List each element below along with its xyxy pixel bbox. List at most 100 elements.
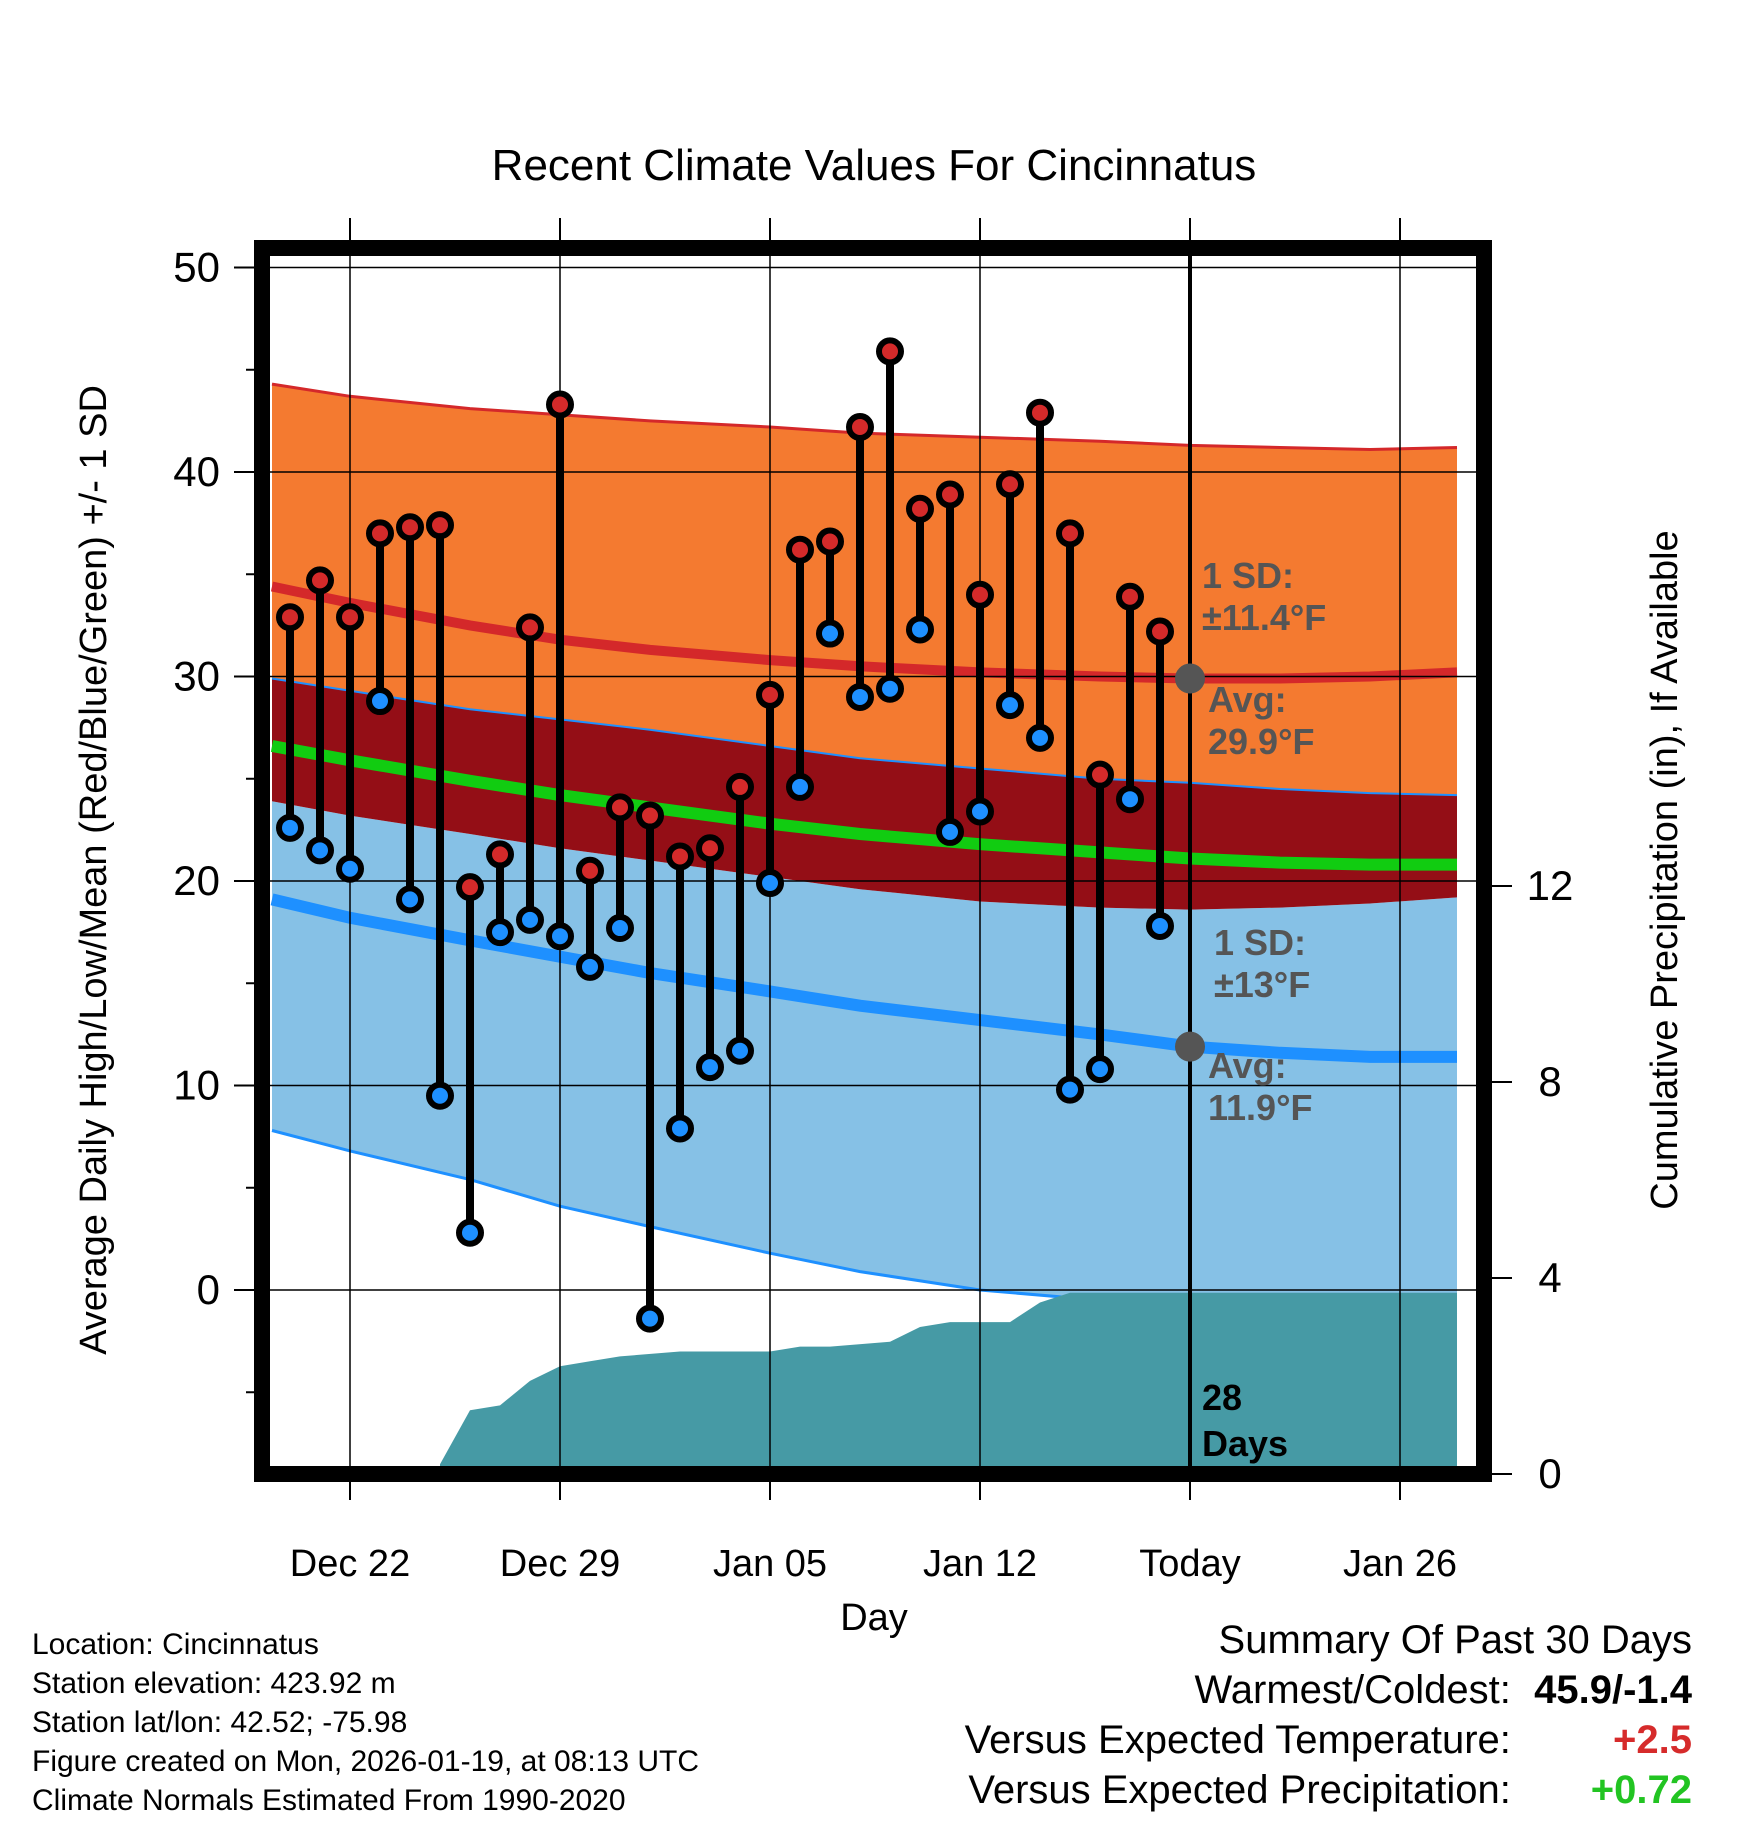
created-text: Figure created on Mon, 2026-01-19, at 08… [32,1745,700,1778]
daily-low-marker [996,691,1024,720]
today-low-avg-marker [1175,1031,1205,1062]
daily-low-marker [966,797,994,826]
daily-low-marker [366,687,394,716]
daily-high-marker [966,580,994,609]
daily-low-marker [396,885,424,914]
daily-low-marker [1056,1075,1084,1104]
daily-high-marker [276,603,304,632]
high-sd-annotation-line: ±11.4°F [1202,597,1326,638]
y-right-tick-label: 8 [1538,1058,1561,1105]
low-avg-annotation-line: 11.9°F [1208,1087,1312,1128]
y-right-tick-label: 0 [1538,1450,1561,1497]
daily-low-marker [876,674,904,703]
daily-high-marker [366,519,394,548]
y-left-tick-label: 40 [173,448,220,495]
chart-title: Recent Climate Values For Cincinnatus [492,141,1257,190]
daily-low-marker [606,914,634,943]
today-high-avg-marker [1175,663,1205,694]
x-tick-label: Today [1139,1543,1240,1585]
warmest-value: 45.9/-1.4 [1534,1668,1692,1712]
latlon-text: Station lat/lon: 42.52; -75.98 [32,1706,408,1739]
daily-high-marker [336,603,364,632]
daily-high-marker [636,801,664,830]
daily-high-marker [576,856,604,885]
station-info: Location: Cincinnatus Station elevation:… [32,1625,699,1820]
daily-low-marker [516,905,544,934]
low-sd-annotation-line: ±13°F [1214,964,1310,1005]
y-axis-right-label: Cumulative Precipitation (in), If Availa… [1644,530,1686,1209]
daily-high-marker [456,873,484,902]
daily-high-marker [396,513,424,542]
plot-frame [254,240,1492,1482]
temp-row: Versus Expected Temperature: +2.5 [965,1715,1692,1765]
high-avg-annotation: Avg: 29.9°F [1208,679,1314,762]
mean-line [270,740,1457,871]
daily-low-marker [426,1081,454,1110]
precip-row: Versus Expected Precipitation: +0.72 [965,1765,1692,1815]
x-tick-label: Dec 22 [290,1543,410,1585]
daily-low-marker [336,854,364,883]
x-axis-label: Day [840,1597,908,1639]
precip-area [272,1292,1457,1474]
x-tick-label: Dec 29 [500,1543,620,1585]
daily-low-marker [636,1304,664,1333]
daily-high-marker [876,337,904,366]
daily-low-marker [1146,911,1174,940]
x-tick-label: Jan 05 [713,1543,827,1585]
daily-high-marker [546,390,574,419]
low-sd-annotation-line: 1 SD: [1214,922,1306,963]
location-text: Location: Cincinnatus [32,1628,319,1661]
daily-high-marker [1026,398,1054,427]
daily-high-marker [306,566,334,595]
daily-high-marker [666,842,694,871]
low-avg-annotation: Avg: 11.9°F [1208,1045,1312,1128]
daily-high-marker [1086,760,1114,789]
daily-high-marker [1056,519,1084,548]
daily-high-marker [936,480,964,509]
daily-low-marker [756,869,784,898]
daily-high-marker [996,470,1024,499]
daily-high-marker [486,840,514,869]
daily-low-marker [486,918,514,947]
daily-low-marker [666,1114,694,1143]
high-avg-annotation-line: Avg: [1208,679,1287,720]
daily-low-marker [816,619,844,648]
daily-high-marker [1116,582,1144,611]
daily-high-marker [906,494,934,523]
daily-high-marker [1146,617,1174,646]
daily-low-marker [306,836,334,865]
daily-high-marker [516,613,544,642]
normals-text: Climate Normals Estimated From 1990-2020 [32,1784,626,1817]
daily-high-marker [426,511,454,540]
elevation-text: Station elevation: 423.92 m [32,1667,396,1700]
y-right-tick-label: 12 [1527,862,1574,909]
y-right-tick-label: 4 [1538,1254,1561,1301]
daily-high-marker [816,527,844,556]
y-left-tick-label: 50 [173,244,220,291]
days-annotation-line: 28 [1202,1377,1242,1418]
daily-high-marker [786,535,814,564]
y-left-tick-label: 20 [173,857,220,904]
high-sd-annotation: 1 SD: ±11.4°F [1202,555,1326,638]
warmest-label: Warmest/Coldest: [1194,1668,1511,1712]
daily-low-marker [1116,785,1144,814]
precip-value: +0.72 [1590,1768,1692,1812]
daily-low-marker [456,1218,484,1247]
y-axis-left-label: Average Daily High/Low/Mean (Red/Blue/Gr… [73,385,115,1355]
x-tick-label: Jan 12 [923,1543,1037,1585]
high-avg-annotation-line: 29.9°F [1208,721,1314,762]
temp-value: +2.5 [1613,1718,1692,1762]
x-tick-label: Jan 26 [1343,1543,1457,1585]
summary-panel: Summary Of Past 30 Days Warmest/Coldest:… [965,1615,1692,1815]
daily-low-marker [1026,723,1054,752]
daily-low-marker [846,682,874,711]
y-left-tick-label: 10 [173,1062,220,1109]
high-sd-annotation-line: 1 SD: [1202,555,1294,596]
daily-low-marker [786,772,814,801]
y-left-tick-label: 30 [173,653,220,700]
daily-high-marker [846,413,874,442]
summary-title: Summary Of Past 30 Days [1218,1618,1692,1662]
